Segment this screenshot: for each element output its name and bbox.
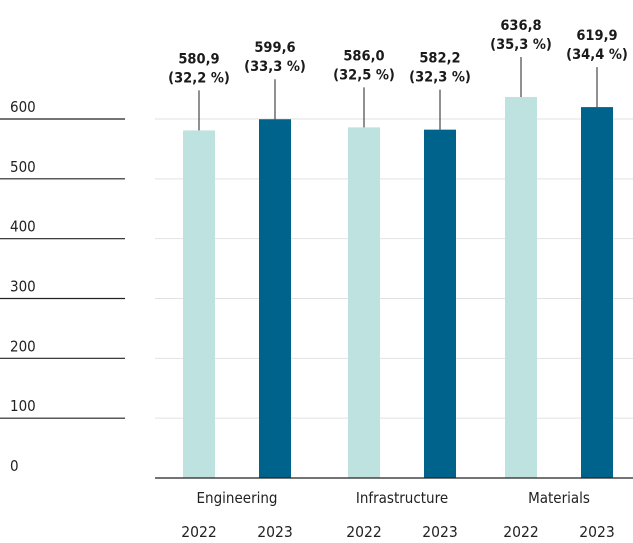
gridlines — [155, 118, 633, 419]
bars — [183, 96, 613, 479]
y-tick-label: 0 — [10, 457, 19, 475]
data-label-share: (35,3 %) — [490, 37, 552, 53]
x-year-label: 2023 — [422, 523, 457, 541]
x-year-label: 2022 — [181, 523, 216, 541]
data-label-value: 636,8 — [500, 18, 541, 34]
y-tick-label: 400 — [10, 218, 36, 236]
x-year-label: 2023 — [257, 523, 292, 541]
data-label-value: 582,2 — [419, 51, 460, 67]
y-tick-label: 100 — [10, 397, 36, 415]
data-label-share: (32,2 %) — [168, 70, 230, 86]
data-label-value: 599,6 — [254, 40, 295, 56]
x-axis: 2022 2023 Engineering 2022 2023 Infrastructur… — [181, 489, 614, 541]
x-category-label: Materials — [528, 489, 590, 507]
x-year-label: 2023 — [579, 523, 614, 541]
y-tick-label: 300 — [10, 278, 36, 296]
y-tick-label: 600 — [10, 98, 36, 116]
x-category-label: Infrastructure — [356, 489, 448, 507]
bar-2022-infrastructure — [348, 127, 380, 479]
bar-2023-infrastructure — [424, 129, 456, 478]
y-tick-label: 200 — [10, 337, 36, 355]
bar-2022-engineering — [183, 130, 215, 478]
data-label-share: (32,3 %) — [409, 70, 471, 86]
data-labels: 580,9 (32,2 %) 599,6 (33,3 %) 586,0 (32,5 %) 5… — [168, 18, 628, 131]
data-label-share: (32,5 %) — [333, 67, 395, 83]
data-label-value: 580,9 — [178, 51, 219, 67]
bar-2023-materials — [581, 107, 613, 478]
data-label-value: 619,9 — [576, 28, 617, 44]
data-label-value: 586,0 — [343, 48, 384, 64]
bar-2022-materials — [505, 96, 537, 479]
data-label-share: (34,4 %) — [566, 47, 628, 63]
y-axis: 0 100 200 300 400 500 600 — [0, 98, 125, 475]
bar-2023-engineering — [259, 119, 291, 479]
y-tick-label: 500 — [10, 158, 36, 176]
x-year-label: 2022 — [503, 523, 538, 541]
x-year-label: 2022 — [346, 523, 381, 541]
data-label-share: (33,3 %) — [244, 59, 306, 75]
x-category-label: Engineering — [197, 489, 278, 507]
